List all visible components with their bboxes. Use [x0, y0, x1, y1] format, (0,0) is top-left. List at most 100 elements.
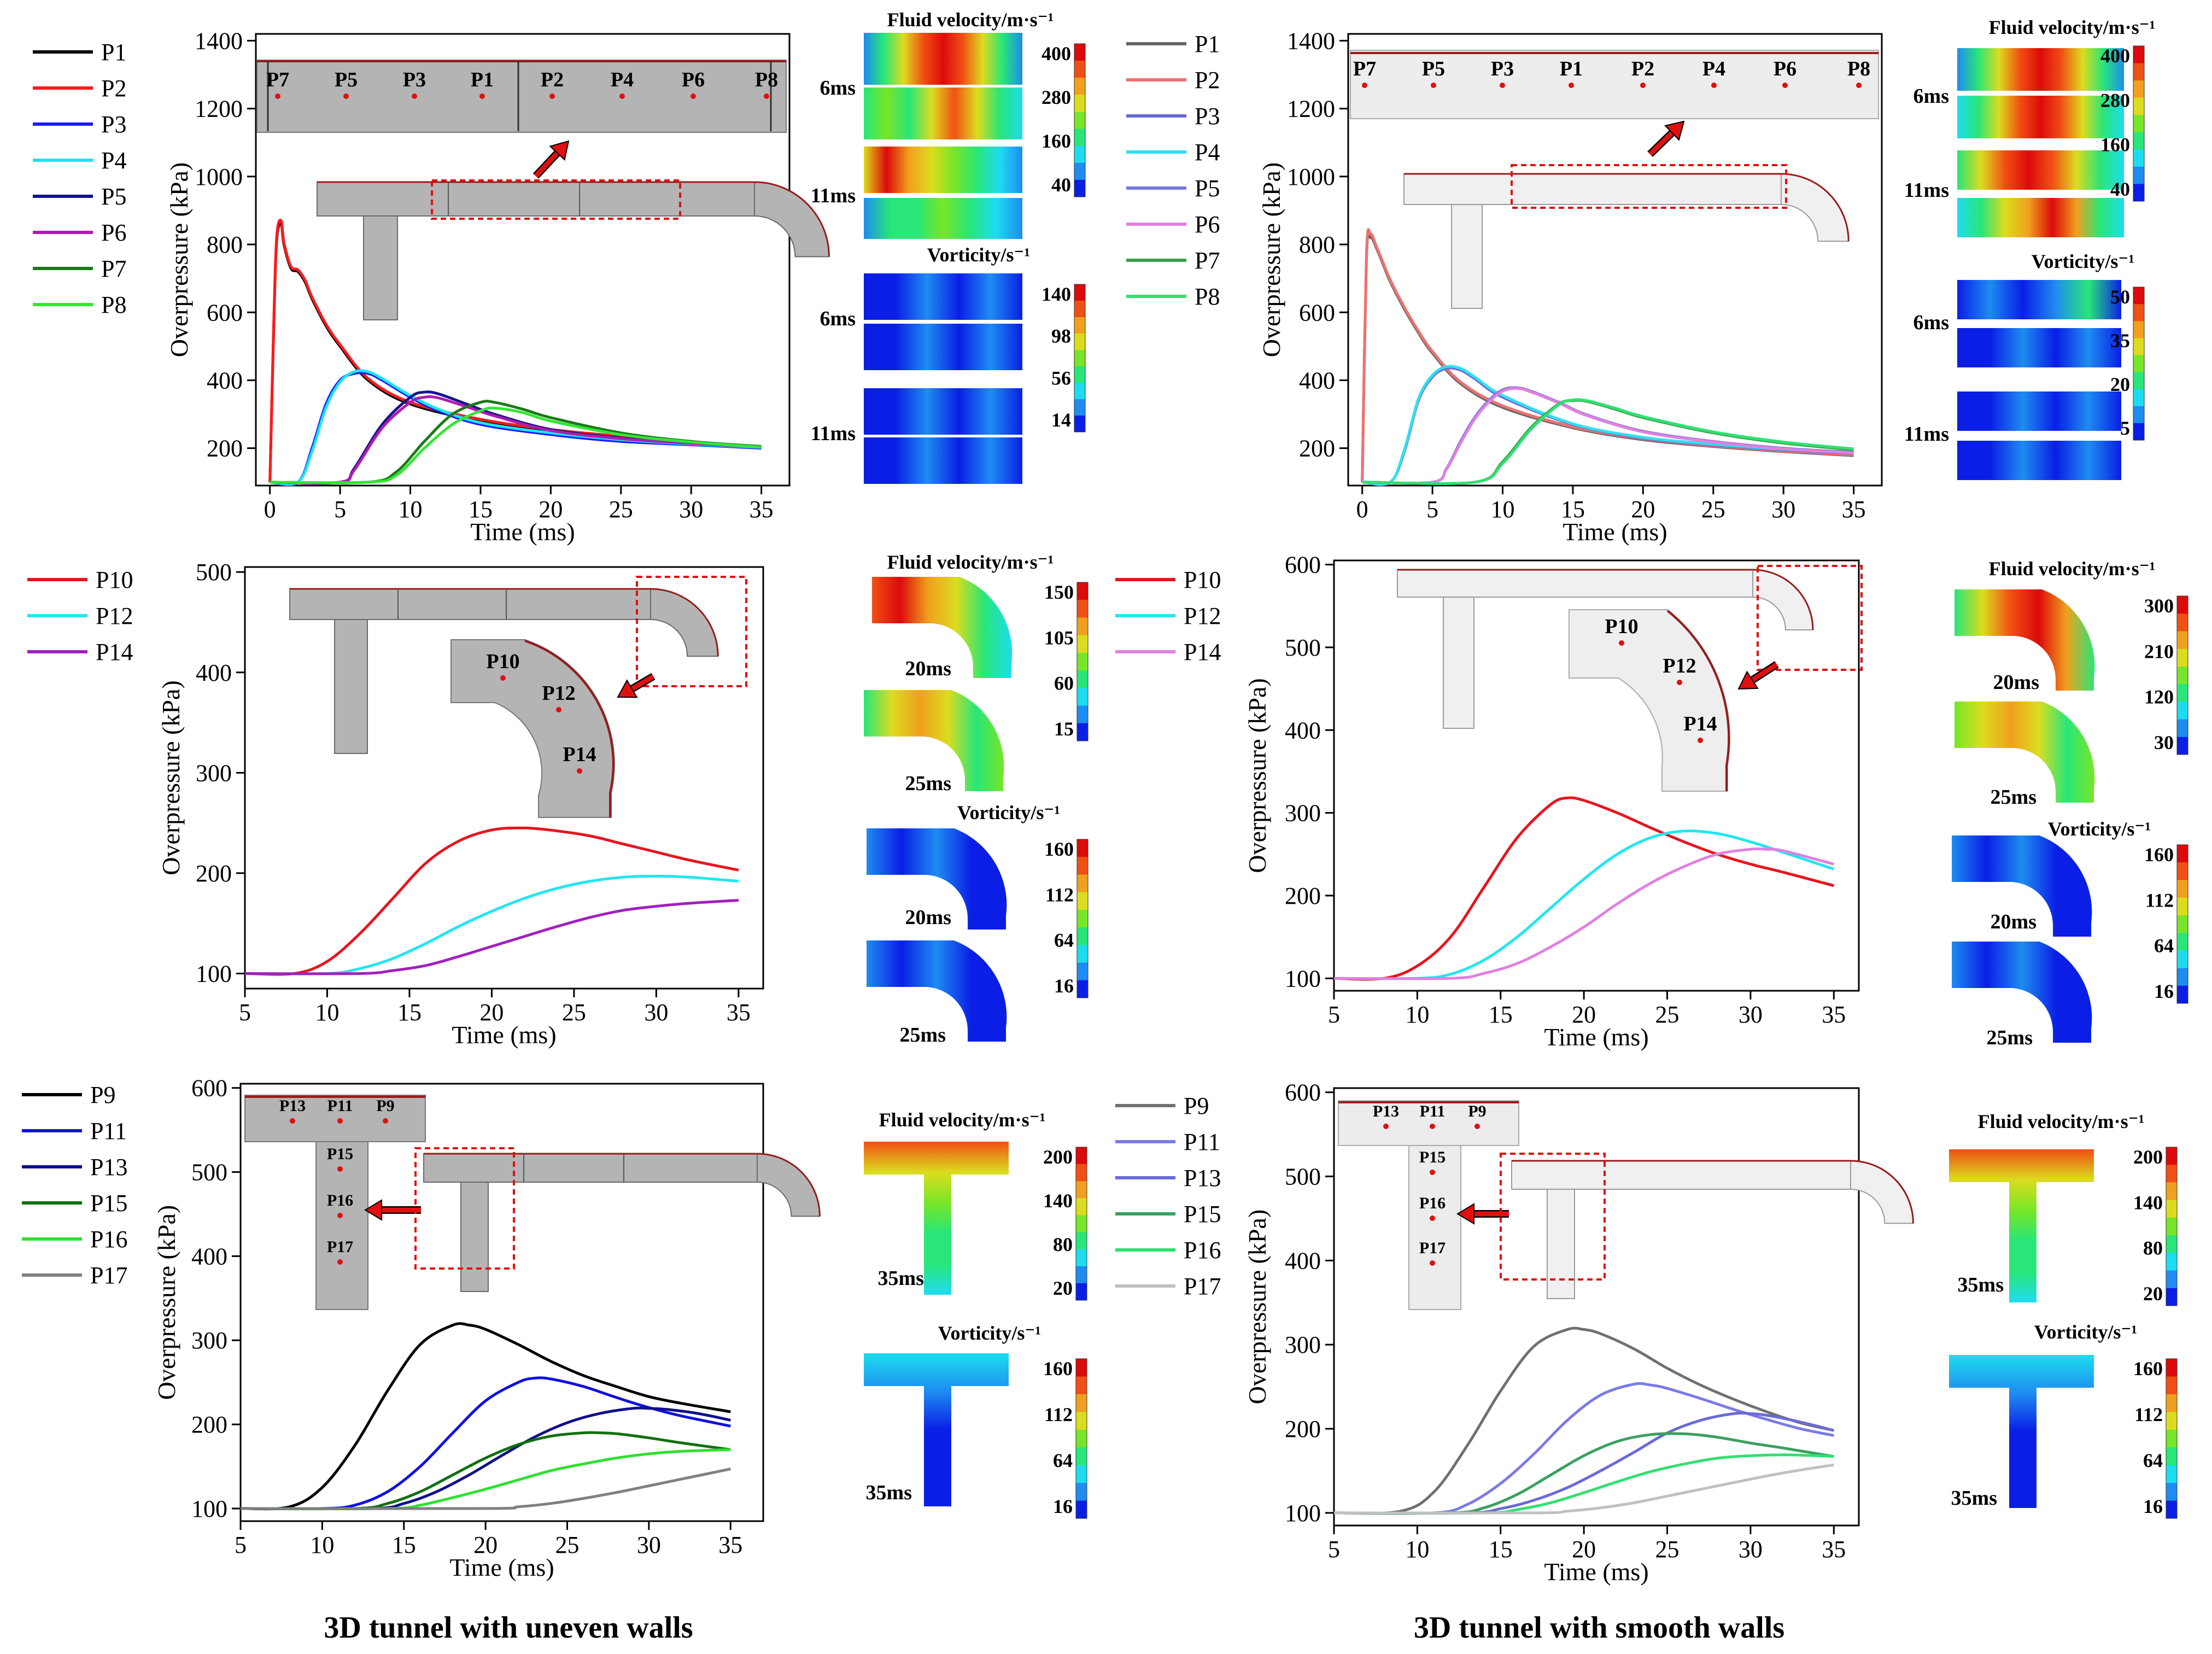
colorbar-segment: [1074, 416, 1085, 433]
bend-contour: [872, 577, 1013, 678]
y-tick-label: 600: [207, 299, 243, 326]
time-label: 25ms: [900, 1024, 946, 1047]
probe-point: [1698, 738, 1703, 743]
colorbar-segment: [2133, 63, 2144, 81]
series-line-p17: [240, 1468, 731, 1510]
probe-label: P17: [327, 1238, 353, 1256]
y-tick-label: 600: [1299, 299, 1335, 326]
bend-contour: [1954, 702, 2095, 803]
probe-label: P13: [1373, 1102, 1399, 1120]
colorbar-segment: [2166, 1359, 2177, 1377]
colorbar-tick: 200: [2133, 1146, 2163, 1168]
colorbar-frame: [1075, 1358, 1087, 1519]
series-line-p5: [270, 390, 762, 485]
y-axis-label: Overpressure (kPa): [153, 1205, 180, 1400]
y-tick-label: 600: [191, 1075, 227, 1102]
colorbar-segment: [2133, 132, 2144, 150]
x-tick-label: 25: [555, 1532, 580, 1558]
legend-label-p6: P6: [1195, 211, 1220, 238]
colorbar-segment: [2133, 97, 2144, 115]
contours-r2-left: Fluid velocity/m·s⁻¹ 20ms 25ms 150 105 60 15 Vo…: [864, 551, 1089, 1047]
arrow-head: [1456, 1203, 1474, 1225]
probe-point: [1430, 1215, 1435, 1221]
colorbar-segment: [1077, 909, 1088, 928]
time-label: 25ms: [1987, 1026, 2033, 1049]
colorbar-segment: [2166, 1165, 2177, 1183]
legend-label-p5: P5: [1195, 175, 1220, 202]
tunnel-wall-edge: [290, 588, 719, 657]
probe-point: [549, 93, 555, 99]
legend-label-p17: P17: [90, 1262, 127, 1289]
tunnel-wall-edge: [317, 181, 830, 257]
probe-label: P16: [1419, 1194, 1446, 1212]
colorbar-tick: 120: [2144, 686, 2174, 708]
colorbar-tick: 400: [2100, 45, 2130, 67]
legend-label-p15: P15: [90, 1190, 127, 1217]
legend-label-p8: P8: [1195, 283, 1220, 310]
junction-main: [1338, 1100, 1519, 1146]
colorbar-segment: [1077, 617, 1088, 636]
x-tick-label: 35: [727, 999, 751, 1026]
x-tick-label: 5: [235, 1532, 247, 1558]
contour-strip: [1957, 150, 2124, 190]
contour-title: Fluid velocity/m·s⁻¹: [887, 551, 1054, 573]
colorbar-tick: 50: [2110, 286, 2130, 308]
junction-main: [244, 1095, 426, 1142]
x-tick-label: 0: [1356, 496, 1368, 523]
x-tick-label: 5: [334, 496, 346, 523]
colorbar-segment: [1076, 1164, 1087, 1182]
x-tick-label: 25: [1701, 496, 1725, 523]
colorbar-segment: [2166, 1447, 2177, 1466]
series-line-p17: [1333, 1463, 1834, 1515]
y-axis-label: Overpressure (kPa): [1243, 1209, 1271, 1404]
contour-strip: [1957, 198, 2124, 237]
x-tick-label: 20: [479, 999, 504, 1026]
colorbar-frame: [1074, 43, 1086, 197]
series-line-p8: [270, 406, 762, 484]
colorbar-segment: [2166, 1394, 2177, 1412]
plot-frame: [244, 566, 764, 990]
colorbar-segment: [2177, 737, 2188, 755]
x-tick-label: 35: [718, 1532, 742, 1558]
inset-r3-right: P13 P11 P9 P15 P16 P17: [1338, 1100, 1914, 1310]
probe-point: [1362, 83, 1367, 88]
time-label: 11ms: [1904, 423, 1949, 446]
y-tick-label: 800: [1299, 231, 1335, 258]
x-tick-label: 15: [1489, 1536, 1513, 1563]
colorbar-tick: 16: [2154, 980, 2174, 1002]
legend-label-p11: P11: [1184, 1129, 1220, 1155]
colorbar-segment: [2177, 897, 2188, 916]
legend-label-p10: P10: [1184, 566, 1221, 593]
y-tick-label: 200: [1285, 1416, 1321, 1442]
probe-point: [1856, 83, 1862, 88]
colorbar-tick: 280: [1041, 86, 1071, 108]
time-label: 35ms: [878, 1267, 924, 1290]
probe-label: P8: [755, 68, 778, 91]
arrow-head: [1737, 670, 1759, 690]
series-line-p6: [1362, 387, 1854, 485]
colorbar-segment: [2133, 287, 2144, 305]
tunnel-main: [1397, 569, 1753, 598]
tunnel-wall-edge: [1404, 173, 1850, 242]
contour-strip: [864, 388, 1022, 435]
probe-point: [577, 768, 582, 774]
colorbar-tick: 80: [1053, 1234, 1073, 1255]
y-tick-label: 1000: [195, 163, 243, 190]
probe-point: [1430, 1170, 1435, 1175]
probe-point: [1474, 1124, 1480, 1129]
probe-label: P14: [563, 743, 596, 766]
colorbar-segment: [1074, 179, 1085, 197]
zoom-box: [414, 1147, 515, 1270]
colorbar-segment: [1074, 128, 1085, 147]
colorbar-tick: 160: [2100, 134, 2130, 156]
colorbar-segment: [2166, 1412, 2177, 1430]
contour-title: Vorticity/s⁻¹: [927, 244, 1030, 266]
contour-strip: [1957, 280, 2121, 319]
y-tick-label: 400: [1285, 717, 1321, 744]
y-tick-label: 1200: [195, 96, 243, 122]
colorbar-segment: [1077, 892, 1088, 910]
colorbar-segment: [2177, 968, 2188, 986]
arrow-head: [1664, 120, 1685, 141]
colorbar-segment: [2133, 321, 2144, 338]
